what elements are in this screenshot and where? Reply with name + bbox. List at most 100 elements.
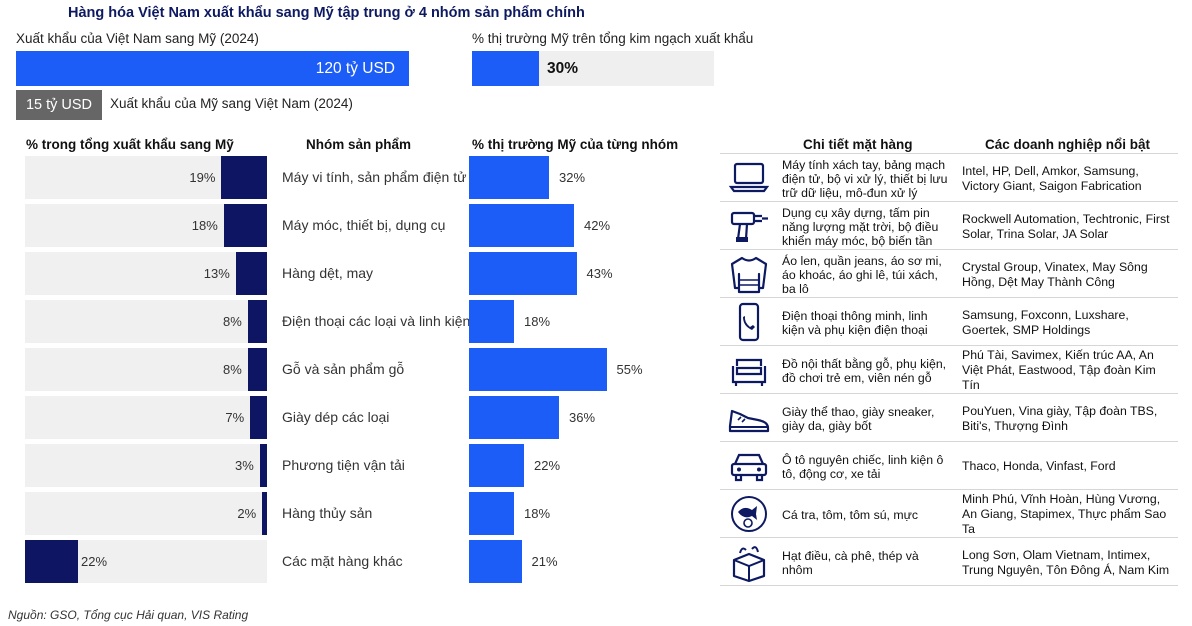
market-bar	[469, 348, 607, 391]
row-separator	[720, 297, 1178, 298]
detail-text: Giày thể thao, giày sneaker, giày da, gi…	[782, 404, 935, 433]
detail-text: Máy tính xách tay, bảng mạch điện tử, bộ…	[782, 157, 948, 200]
row-separator	[720, 441, 1178, 442]
market-bar	[469, 252, 577, 295]
market-bar	[469, 396, 559, 439]
detail-text: Cá tra, tôm, tôm sú, mực	[782, 507, 919, 522]
companies-text: Minh Phú, Vĩnh Hoàn, Hùng Vương, An Gian…	[962, 492, 1167, 536]
companies-text: Rockwell Automation, Techtronic, First S…	[962, 211, 1170, 241]
laptop-icon	[726, 156, 772, 205]
row-separator	[720, 537, 1178, 538]
share-track	[472, 51, 714, 86]
market-bar-label: 18%	[524, 314, 551, 329]
share-bar	[259, 444, 267, 487]
header-share: % trong tổng xuất khẩu sang Mỹ	[26, 137, 234, 152]
category-label: Phương tiện vận tải	[282, 457, 405, 473]
category-label: Gỗ và sản phẩm gỗ	[282, 361, 405, 377]
category-label: Điện thoại các loại và linh kiện	[282, 313, 471, 329]
drill-icon	[726, 204, 772, 253]
companies-text: Samsung, Foxconn, Luxshare, Goertek, SMP…	[962, 307, 1129, 337]
sweater-icon	[726, 252, 772, 301]
category-label: Máy móc, thiết bị, dụng cụ	[282, 217, 446, 233]
box-icon	[726, 540, 772, 589]
header-separator	[720, 153, 1178, 154]
share-bar-label: 8%	[223, 362, 242, 377]
market-bar	[469, 300, 514, 343]
detail-text: Hạt điều, cà phê, thép và nhôm	[782, 548, 919, 577]
share-label: % thị trường Mỹ trên tổng kim ngạch xuất…	[472, 31, 754, 46]
market-bar-label: 43%	[586, 266, 613, 281]
car-icon	[726, 444, 772, 493]
market-bar-label: 32%	[559, 170, 586, 185]
share-bar-track	[25, 396, 267, 439]
companies-text: Phú Tài, Savimex, Kiến trúc AA, An Việt …	[962, 348, 1156, 392]
market-bar-label: 18%	[524, 506, 551, 521]
import-label: Xuất khẩu của Mỹ sang Việt Nam (2024)	[110, 96, 353, 111]
market-bar	[469, 204, 574, 247]
market-bar-label: 36%	[569, 410, 596, 425]
share-bar-label: 19%	[189, 170, 216, 185]
source-note: Nguồn: GSO, Tổng cục Hải quan, VIS Ratin…	[8, 608, 249, 622]
share-fill-bar	[472, 51, 539, 86]
row-separator	[720, 489, 1178, 490]
sofa-icon	[726, 348, 772, 397]
share-bar	[221, 156, 267, 199]
share-bar	[25, 540, 78, 583]
header-detail: Chi tiết mặt hàng	[803, 137, 913, 152]
import-value-box: 15 tỷ USD	[16, 90, 102, 120]
market-bar	[469, 492, 514, 535]
share-value: 30%	[547, 60, 579, 77]
category-label: Giày dép các loại	[282, 409, 390, 425]
detail-text: Áo len, quần jeans, áo sơ mi, áo khoác, …	[782, 253, 942, 296]
category-label: Hàng thủy sản	[282, 505, 373, 521]
share-bar-label: 13%	[203, 266, 230, 281]
share-bar	[250, 396, 267, 439]
share-bar	[247, 300, 267, 343]
row-separator	[720, 345, 1178, 346]
detail-text: Điện thoại thông minh, linh kiện và phụ …	[782, 308, 928, 337]
share-bar-track	[25, 252, 267, 295]
header-market: % thị trường Mỹ của từng nhóm	[472, 137, 679, 152]
seafood-icon	[726, 492, 772, 541]
detail-text: Ô tô nguyên chiếc, linh kiện ô tô, động …	[782, 452, 944, 481]
market-bar-label: 21%	[531, 554, 558, 569]
share-bar-label: 8%	[223, 314, 242, 329]
companies-text: Crystal Group, Vinatex, May Sông Hồng, D…	[962, 259, 1148, 289]
row-separator	[720, 585, 1178, 586]
share-bar-track	[25, 444, 267, 487]
header-category: Nhóm sản phẩm	[306, 137, 412, 152]
row-separator	[720, 249, 1178, 250]
category-label: Hàng dệt, may	[282, 265, 374, 281]
row-separator	[720, 393, 1178, 394]
share-bar-track	[25, 348, 267, 391]
share-bar-label: 7%	[225, 410, 245, 425]
share-bar-track	[25, 492, 267, 535]
share-bar-label: 22%	[81, 554, 108, 569]
phone-icon	[726, 300, 772, 349]
export-label: Xuất khẩu của Việt Nam sang Mỹ (2024)	[16, 31, 259, 46]
share-bar-label: 18%	[191, 218, 218, 233]
market-bar-label: 22%	[534, 458, 561, 473]
detail-text: Dụng cụ xây dựng, tấm pin năng lượng mặt…	[782, 205, 939, 248]
shoe-icon	[726, 396, 772, 445]
market-bar	[469, 156, 549, 199]
header-companies: Các doanh nghiệp nổi bật	[985, 137, 1150, 152]
market-bar-label: 42%	[584, 218, 611, 233]
share-bar-label: 3%	[235, 458, 254, 473]
detail-text: Đồ nội thất bằng gỗ, phụ kiện, đồ chơi t…	[782, 356, 947, 385]
category-label: Các mặt hàng khác	[282, 553, 403, 569]
companies-text: Intel, HP, Dell, Amkor, Samsung, Victory…	[962, 163, 1142, 193]
row-separator	[720, 201, 1178, 202]
share-bar	[223, 204, 267, 247]
chart-title: Hàng hóa Việt Nam xuất khẩu sang Mỹ tập …	[68, 5, 585, 21]
share-bar	[247, 348, 267, 391]
share-bar	[235, 252, 267, 295]
market-bar-label: 55%	[616, 362, 643, 377]
companies-text: Thaco, Honda, Vinfast, Ford	[962, 459, 1116, 473]
category-label: Máy vi tính, sản phẩm điện tử	[282, 169, 467, 185]
share-bar	[262, 492, 267, 535]
market-bar	[469, 444, 524, 487]
share-bar-track	[25, 300, 267, 343]
share-bar-label: 2%	[237, 506, 257, 521]
export-value-bar: 120 tỷ USD	[16, 51, 409, 86]
